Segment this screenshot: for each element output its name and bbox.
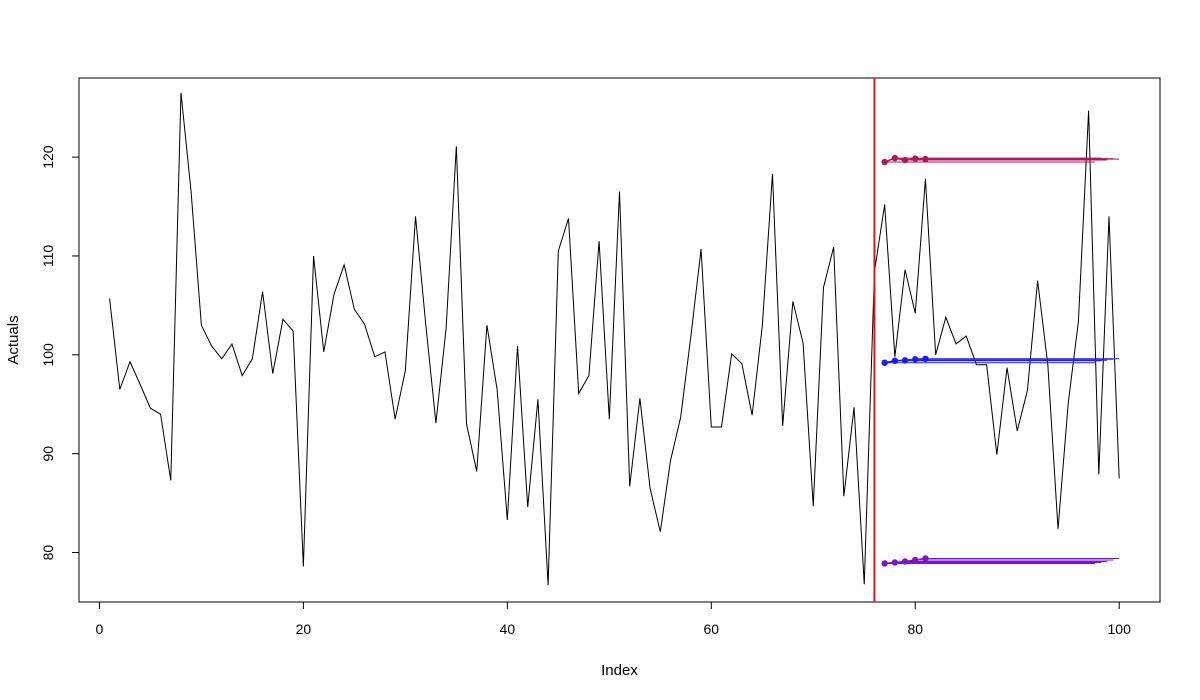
forecast-point	[881, 560, 888, 567]
forecast-point	[922, 355, 929, 362]
x-axis: 0 20 40 60 80 100	[95, 601, 1132, 637]
x-tick-label: 0	[95, 621, 103, 637]
x-tick-label: 40	[500, 621, 516, 637]
x-tick-label: 100	[1108, 621, 1132, 637]
forecast-point	[881, 359, 888, 366]
forecast-point	[891, 559, 899, 566]
forecast-point	[922, 555, 929, 562]
x-tick-label: 80	[907, 621, 923, 637]
x-tick-label: 60	[703, 621, 719, 637]
forecast-point	[912, 356, 919, 363]
plot-box	[78, 77, 1161, 603]
y-tick-label: 110	[40, 245, 56, 268]
y-axis: 80 90 100 110 120	[40, 145, 80, 561]
forecast-point	[912, 155, 919, 162]
y-tick-label: 80	[40, 545, 56, 561]
forecast-point	[891, 154, 899, 162]
series-layer	[109, 78, 1120, 602]
forecast-point	[912, 556, 919, 564]
x-tick-label: 20	[296, 621, 312, 637]
y-tick-label: 100	[40, 343, 56, 367]
forecast-point	[922, 155, 929, 163]
y-tick-label: 90	[40, 446, 56, 462]
forecast-point	[901, 156, 909, 164]
y-tick-label: 120	[40, 145, 56, 169]
x-axis-title: Index	[601, 662, 638, 679]
forecast-point	[901, 558, 909, 565]
actuals-line	[109, 92, 1120, 586]
y-axis-title: Actuals	[5, 315, 22, 364]
forecast-point	[901, 357, 909, 364]
forecast-point	[881, 158, 888, 166]
forecast-point	[891, 357, 899, 364]
